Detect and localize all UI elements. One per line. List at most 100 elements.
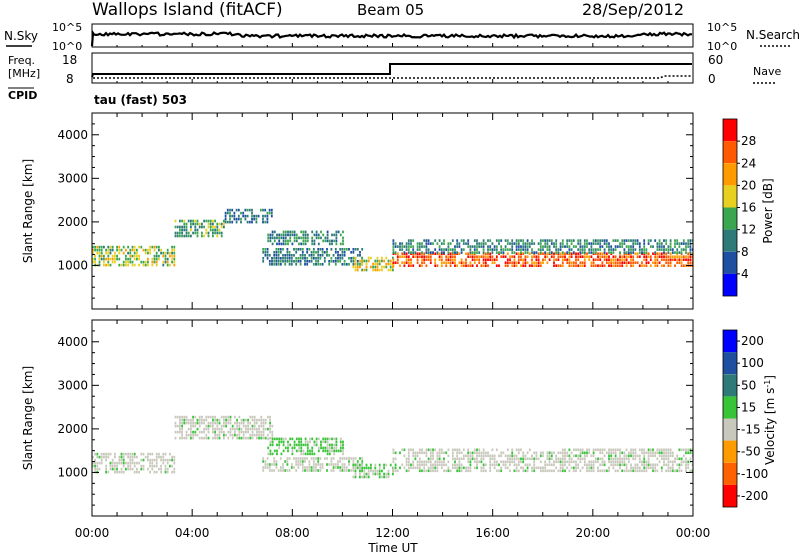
power-cell <box>381 256 383 260</box>
vel-cell <box>127 461 129 465</box>
vel-cell <box>287 443 289 447</box>
vel-cell <box>140 458 143 462</box>
vel-cell <box>279 469 282 472</box>
vel-cell <box>278 437 281 441</box>
vel-cell <box>434 448 437 452</box>
vel-cell <box>155 461 158 465</box>
power-cell <box>378 262 381 266</box>
power-cell <box>643 264 646 267</box>
vel-cell <box>291 437 294 441</box>
vel-cell <box>685 466 687 470</box>
power-cell <box>546 248 549 251</box>
power-cell <box>487 248 489 251</box>
power-cell <box>235 220 238 224</box>
power-cell <box>462 239 465 242</box>
power-cell <box>240 211 242 215</box>
power-cell <box>304 233 307 237</box>
vel-cell <box>447 448 450 452</box>
vel-cell <box>198 421 201 425</box>
power-cell <box>669 248 672 251</box>
x-tick-label: 00:00 <box>676 526 711 540</box>
power-cell <box>251 214 253 218</box>
vel-cell <box>546 451 549 455</box>
power-cell <box>416 242 419 245</box>
vel-cell <box>658 451 661 455</box>
vel-cell <box>564 460 566 464</box>
power-cell <box>287 242 289 246</box>
power-cell <box>166 251 169 255</box>
vel-cell <box>370 463 372 467</box>
power-cell <box>517 239 520 242</box>
power-cell <box>226 220 229 224</box>
vel-cell <box>105 470 107 474</box>
power-cell <box>98 260 101 264</box>
power-cell <box>94 260 96 264</box>
vel-cell <box>227 421 230 425</box>
power-cell <box>253 214 256 218</box>
power-cell <box>612 255 615 258</box>
power-cell <box>504 239 507 242</box>
vel-cell <box>94 467 96 471</box>
power-cell <box>287 230 289 234</box>
vel-cell <box>273 469 276 472</box>
power-cell <box>627 261 630 264</box>
power-cell <box>542 258 544 261</box>
vel-cell <box>253 433 256 437</box>
vel-cell <box>619 463 621 467</box>
vel-cell <box>234 415 236 419</box>
power-cell <box>568 248 571 251</box>
power-cell <box>654 264 657 267</box>
power-cell <box>546 245 549 248</box>
vel-cell <box>630 466 632 470</box>
power-cell <box>500 239 503 242</box>
power-cell <box>680 251 683 254</box>
power-cell <box>643 242 646 245</box>
power-cell <box>676 248 679 251</box>
power-cell <box>348 263 350 266</box>
power-cell <box>339 248 342 251</box>
vel-cell <box>590 454 593 458</box>
vel-cell <box>654 454 657 458</box>
vel-cell <box>315 463 317 466</box>
vel-cell <box>313 452 316 456</box>
power-cell <box>531 258 533 261</box>
vel-cell <box>621 463 624 467</box>
vel-cell <box>378 463 381 467</box>
vel-cell <box>164 467 167 471</box>
vel-cell <box>260 421 263 425</box>
power-cell <box>610 264 613 267</box>
power-cell <box>306 248 309 251</box>
vel-cell <box>155 458 158 462</box>
power-cell <box>682 255 685 258</box>
power-cell <box>539 242 542 245</box>
power-cell <box>98 254 101 258</box>
vel-cell <box>227 415 230 419</box>
vel-cell <box>331 443 333 447</box>
vel-cell <box>190 421 192 425</box>
power-cell <box>399 242 401 245</box>
power-cell <box>171 251 173 255</box>
vel-cell <box>579 460 582 464</box>
power-cell <box>423 252 426 255</box>
vel-cell <box>621 457 624 461</box>
vel-cell <box>342 449 344 453</box>
power-cell <box>342 230 344 234</box>
vel-cell <box>179 436 181 440</box>
power-cell <box>392 251 395 254</box>
power-cell <box>489 252 492 255</box>
vel-cell <box>269 436 271 440</box>
vel-cell <box>649 466 652 470</box>
power-cell <box>323 251 326 254</box>
power-cell <box>674 239 676 242</box>
power-cell <box>583 242 586 245</box>
power-cell <box>392 264 395 267</box>
vel-cell <box>643 451 646 455</box>
power-cell <box>288 263 291 266</box>
vel-cell <box>266 463 269 466</box>
vel-cell <box>151 464 154 468</box>
vel-cell <box>218 418 221 422</box>
power-cell <box>308 260 311 263</box>
power-cell <box>185 222 188 226</box>
vel-cell <box>469 460 472 464</box>
power-cell <box>557 258 560 261</box>
